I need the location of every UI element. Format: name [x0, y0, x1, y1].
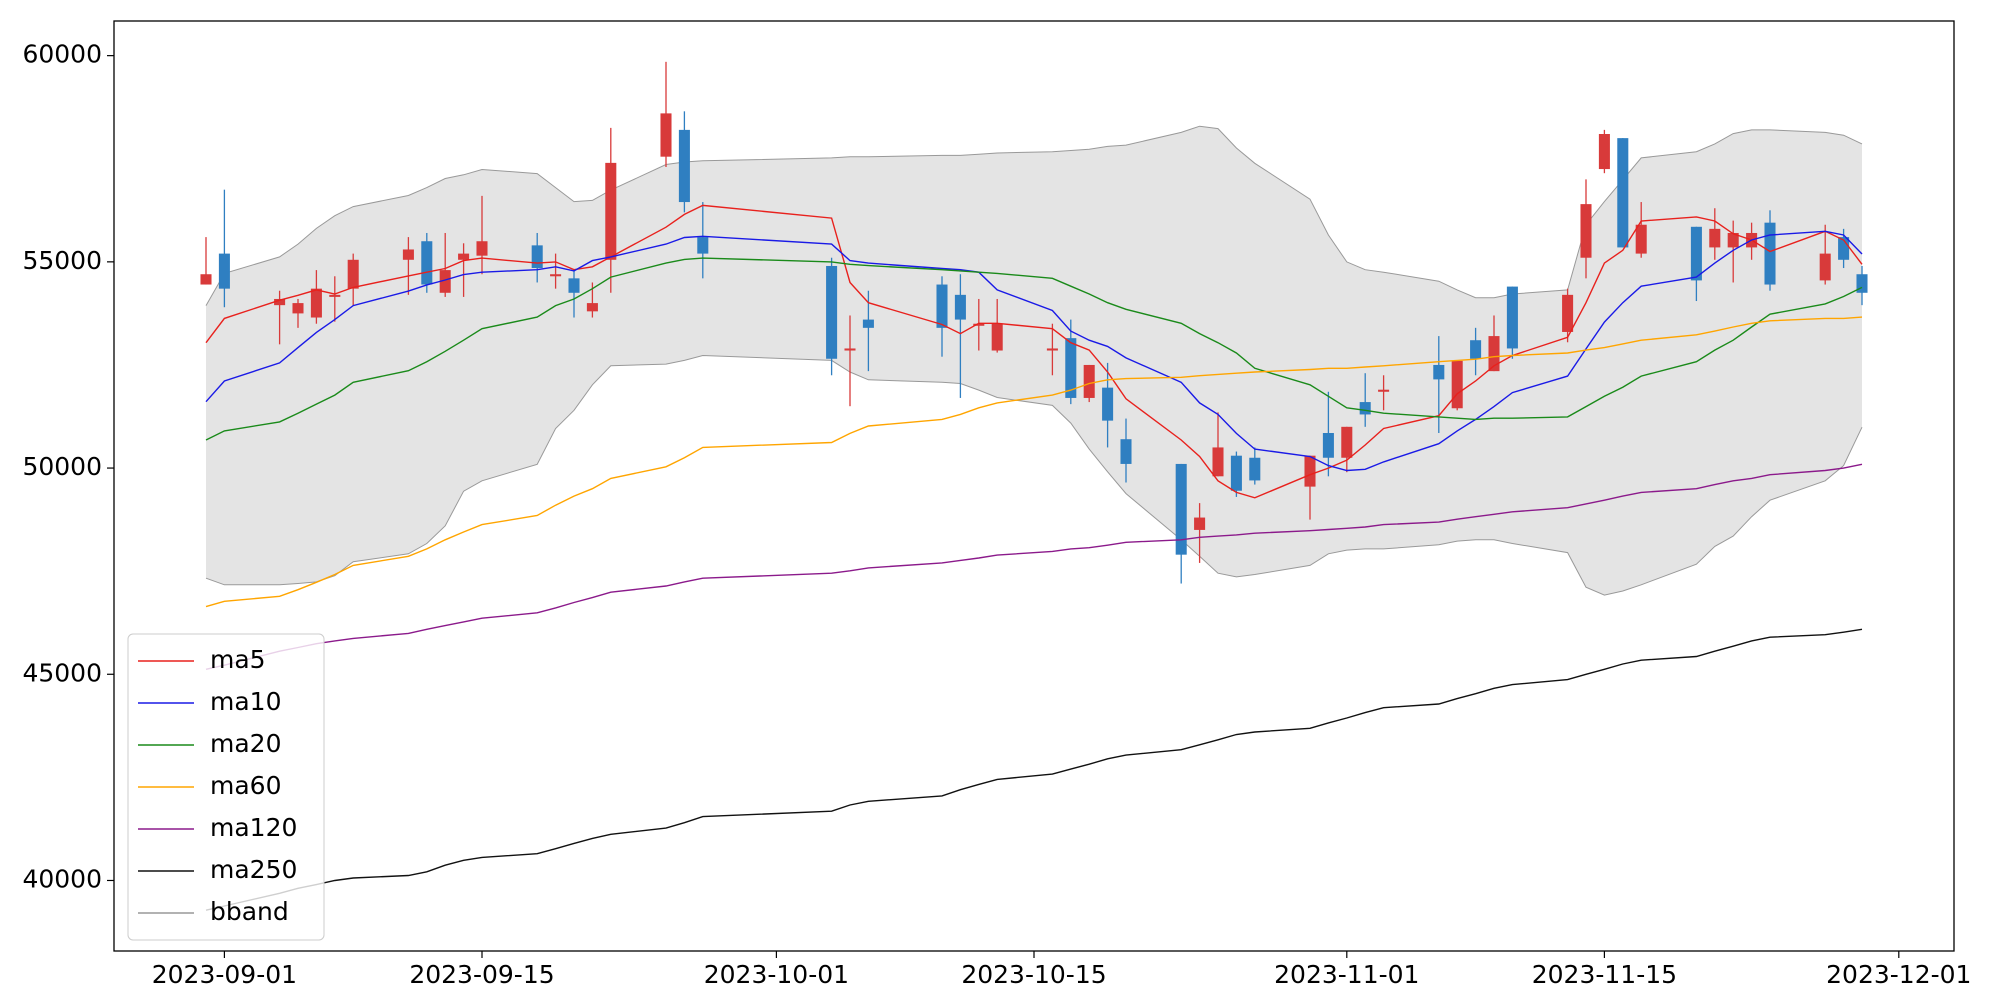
candle-body	[1562, 294, 1574, 332]
candle-body	[1506, 286, 1518, 349]
candle-body	[1635, 224, 1647, 254]
candle-body	[1102, 387, 1114, 421]
candle-body	[1838, 237, 1850, 260]
candle-body	[991, 323, 1003, 351]
candle-body	[1304, 455, 1316, 487]
candle-body	[1341, 426, 1353, 458]
candle-body	[1856, 274, 1868, 293]
candle-body	[1046, 348, 1058, 351]
candle-body	[1194, 517, 1206, 530]
x-tick-label: 2023-10-01	[704, 960, 849, 989]
candle-body	[1727, 232, 1739, 248]
legend-label: ma5	[210, 645, 266, 674]
candle-body	[1230, 455, 1242, 491]
y-tick-label: 40000	[22, 864, 102, 893]
y-tick-label: 50000	[22, 452, 102, 481]
candle-body	[973, 323, 985, 326]
candle-body	[568, 278, 580, 293]
x-tick-label: 2023-09-15	[409, 960, 554, 989]
candle-body	[678, 129, 690, 203]
candle-body	[1120, 439, 1132, 464]
candle-body	[402, 249, 414, 260]
candle-body	[660, 113, 672, 157]
candle-body	[826, 265, 838, 359]
legend-box	[127, 633, 325, 941]
candle-body	[1249, 457, 1261, 481]
ma-line	[205, 463, 1863, 670]
x-tick-label: 2023-09-01	[152, 960, 297, 989]
candle-body	[218, 253, 230, 289]
candle-body	[1083, 364, 1095, 398]
candle-body	[1359, 402, 1371, 415]
candle-body	[1175, 463, 1187, 555]
x-tick-label: 2023-11-15	[1532, 960, 1677, 989]
legend-label: ma20	[210, 729, 281, 758]
bband-lower	[205, 354, 1863, 596]
candle-body	[1617, 138, 1629, 248]
candle-body	[954, 294, 966, 320]
y-tick-label: 55000	[22, 246, 102, 275]
candle-body	[1378, 389, 1390, 392]
candle-body	[531, 245, 543, 269]
candle-body	[936, 284, 948, 328]
legend-label: ma60	[210, 771, 281, 800]
candle-body	[476, 241, 488, 256]
candle-body	[1322, 433, 1334, 458]
candle-body	[439, 270, 451, 293]
candle-body	[862, 319, 874, 328]
x-tick-label: 2023-12-01	[1826, 960, 1971, 989]
candle-body	[605, 162, 617, 260]
candle-body	[1598, 134, 1610, 170]
candle-body	[200, 274, 212, 285]
candle-body	[458, 253, 470, 260]
x-tick-label: 2023-11-01	[1274, 960, 1419, 989]
candle-body	[1433, 364, 1445, 380]
legend-label: ma250	[210, 855, 297, 884]
candle-body	[1764, 222, 1776, 285]
x-tick-label: 2023-10-15	[961, 960, 1106, 989]
bband-area	[206, 126, 1862, 596]
candle-body	[844, 348, 856, 351]
legend-label: ma120	[210, 813, 297, 842]
candle-body	[1819, 253, 1831, 281]
ma-line	[205, 257, 1863, 441]
ma-line	[205, 204, 1863, 499]
candle-body	[697, 237, 709, 254]
candle-body	[1470, 340, 1482, 359]
ma-line	[205, 230, 1863, 472]
ma-line	[205, 628, 1863, 911]
candle-body	[1488, 336, 1500, 372]
candle-body	[421, 241, 433, 285]
bband-upper	[205, 125, 1863, 306]
candle-body	[1709, 228, 1721, 248]
candle-body	[1690, 226, 1702, 281]
ma-line	[205, 316, 1863, 608]
candle-body	[1212, 447, 1224, 477]
legend-label: ma10	[210, 687, 281, 716]
candle-body	[1451, 360, 1463, 409]
candle-body	[310, 288, 322, 318]
candle-body	[329, 294, 341, 297]
candle-body	[550, 274, 562, 277]
candle-body	[1580, 204, 1592, 258]
legend-label: bband	[210, 897, 289, 926]
candle-body	[586, 303, 598, 312]
candle-body	[292, 303, 304, 314]
candle-body	[347, 259, 359, 289]
legend: ma5 ma10 ma20 ma60 ma120 ma250 bband	[127, 633, 325, 941]
candle-body	[1065, 338, 1077, 398]
candle-body	[274, 298, 286, 306]
y-tick-label: 60000	[22, 40, 102, 69]
y-tick-label: 45000	[22, 658, 102, 687]
